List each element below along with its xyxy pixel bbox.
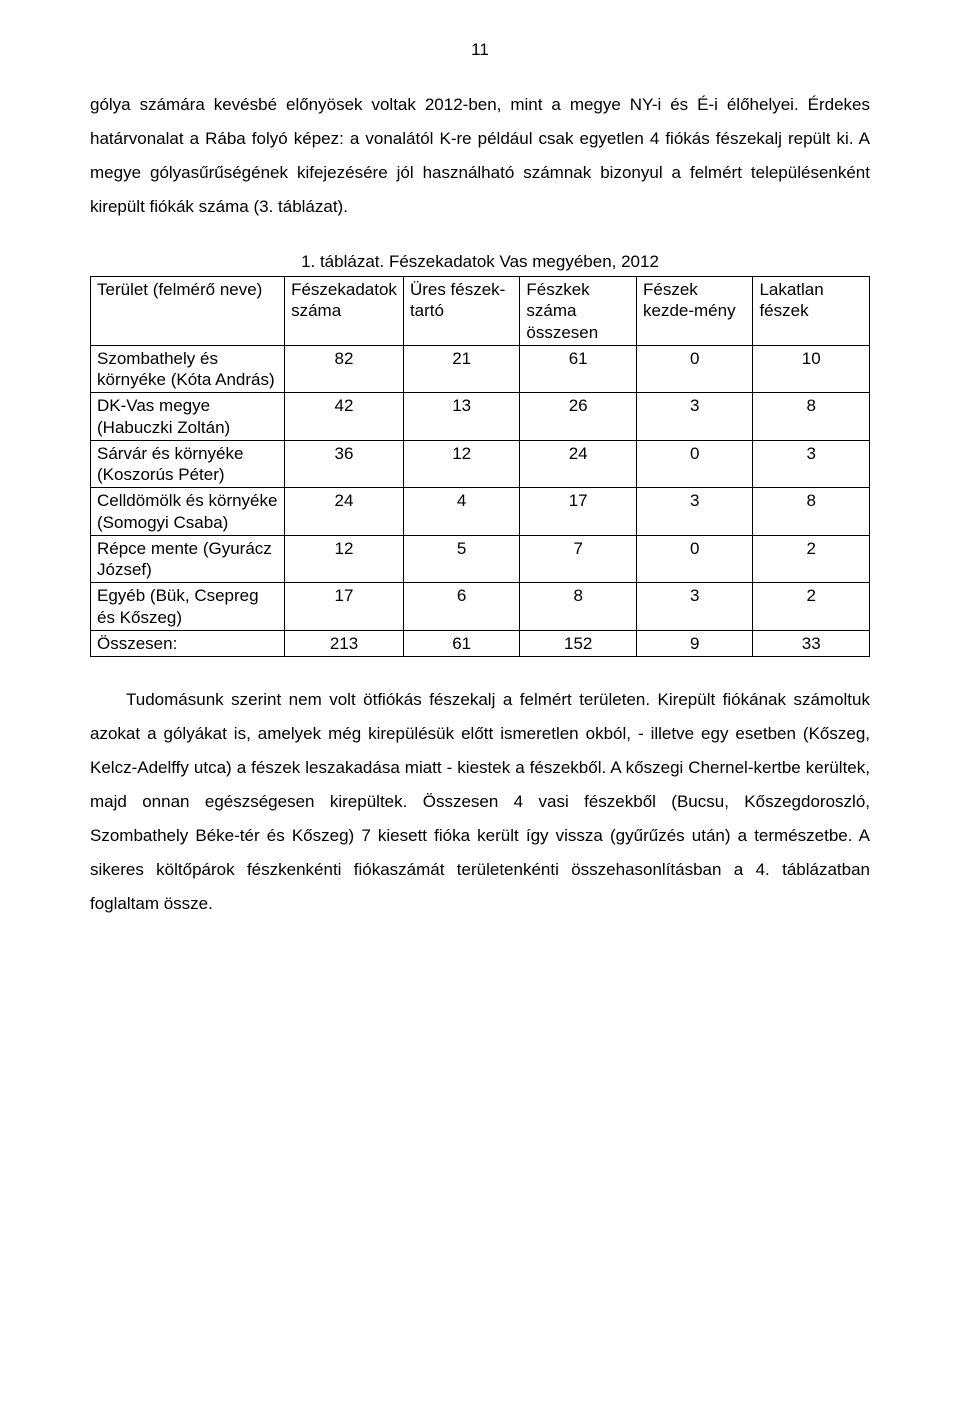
cell-value: 213 bbox=[285, 630, 404, 656]
cell-value: 17 bbox=[520, 488, 637, 536]
cell-value: 21 bbox=[403, 345, 519, 393]
col-header-feszekadatok: Fészekadatok száma bbox=[285, 277, 404, 346]
page-number: 11 bbox=[90, 40, 870, 60]
table-row: Celldömölk és környéke (Somogyi Csaba)24… bbox=[91, 488, 870, 536]
col-header-lakatlan: Lakatlan fészek bbox=[753, 277, 870, 346]
cell-value: 17 bbox=[285, 583, 404, 631]
table-body: Szombathely és környéke (Kóta András)822… bbox=[91, 345, 870, 656]
cell-value: 3 bbox=[636, 488, 752, 536]
paragraph-conclusion: Tudomásunk szerint nem volt ötfiókás fés… bbox=[90, 683, 870, 921]
cell-value: 3 bbox=[636, 393, 752, 441]
cell-value: 0 bbox=[636, 535, 752, 583]
cell-area: Összesen: bbox=[91, 630, 285, 656]
cell-value: 2 bbox=[753, 535, 870, 583]
cell-value: 8 bbox=[753, 488, 870, 536]
cell-value: 4 bbox=[403, 488, 519, 536]
table-row: Összesen:21361152933 bbox=[91, 630, 870, 656]
cell-value: 61 bbox=[403, 630, 519, 656]
cell-value: 2 bbox=[753, 583, 870, 631]
cell-value: 8 bbox=[753, 393, 870, 441]
cell-value: 13 bbox=[403, 393, 519, 441]
cell-value: 6 bbox=[403, 583, 519, 631]
cell-value: 42 bbox=[285, 393, 404, 441]
cell-value: 7 bbox=[520, 535, 637, 583]
cell-value: 0 bbox=[636, 345, 752, 393]
cell-area: Répce mente (Gyurácz József) bbox=[91, 535, 285, 583]
table-row: Répce mente (Gyurácz József)125702 bbox=[91, 535, 870, 583]
table-caption: 1. táblázat. Fészekadatok Vas megyében, … bbox=[90, 252, 870, 272]
data-table: Terület (felmérő neve) Fészekadatok szám… bbox=[90, 276, 870, 657]
table-row: DK-Vas megye (Habuczki Zoltán)42132638 bbox=[91, 393, 870, 441]
paragraph-intro: gólya számára kevésbé előnyösek voltak 2… bbox=[90, 88, 870, 224]
col-header-feszkek: Fészkek száma összesen bbox=[520, 277, 637, 346]
cell-area: Egyéb (Bük, Csepreg és Kőszeg) bbox=[91, 583, 285, 631]
cell-value: 24 bbox=[520, 440, 637, 488]
cell-area: Szombathely és környéke (Kóta András) bbox=[91, 345, 285, 393]
cell-value: 26 bbox=[520, 393, 637, 441]
col-header-kezdemeny: Fészek kezde-mény bbox=[636, 277, 752, 346]
cell-value: 3 bbox=[753, 440, 870, 488]
cell-area: Sárvár és környéke (Koszorús Péter) bbox=[91, 440, 285, 488]
cell-value: 33 bbox=[753, 630, 870, 656]
cell-value: 24 bbox=[285, 488, 404, 536]
col-header-ures: Üres fészek-tartó bbox=[403, 277, 519, 346]
cell-value: 9 bbox=[636, 630, 752, 656]
cell-value: 152 bbox=[520, 630, 637, 656]
col-header-area: Terület (felmérő neve) bbox=[91, 277, 285, 346]
cell-value: 61 bbox=[520, 345, 637, 393]
cell-value: 82 bbox=[285, 345, 404, 393]
cell-value: 12 bbox=[403, 440, 519, 488]
table-row: Egyéb (Bük, Csepreg és Kőszeg)176832 bbox=[91, 583, 870, 631]
cell-value: 8 bbox=[520, 583, 637, 631]
cell-value: 5 bbox=[403, 535, 519, 583]
table-row: Sárvár és környéke (Koszorús Péter)36122… bbox=[91, 440, 870, 488]
cell-value: 10 bbox=[753, 345, 870, 393]
cell-value: 0 bbox=[636, 440, 752, 488]
cell-value: 12 bbox=[285, 535, 404, 583]
cell-area: DK-Vas megye (Habuczki Zoltán) bbox=[91, 393, 285, 441]
cell-value: 36 bbox=[285, 440, 404, 488]
cell-value: 3 bbox=[636, 583, 752, 631]
cell-area: Celldömölk és környéke (Somogyi Csaba) bbox=[91, 488, 285, 536]
table-row: Szombathely és környéke (Kóta András)822… bbox=[91, 345, 870, 393]
table-header-row: Terület (felmérő neve) Fészekadatok szám… bbox=[91, 277, 870, 346]
